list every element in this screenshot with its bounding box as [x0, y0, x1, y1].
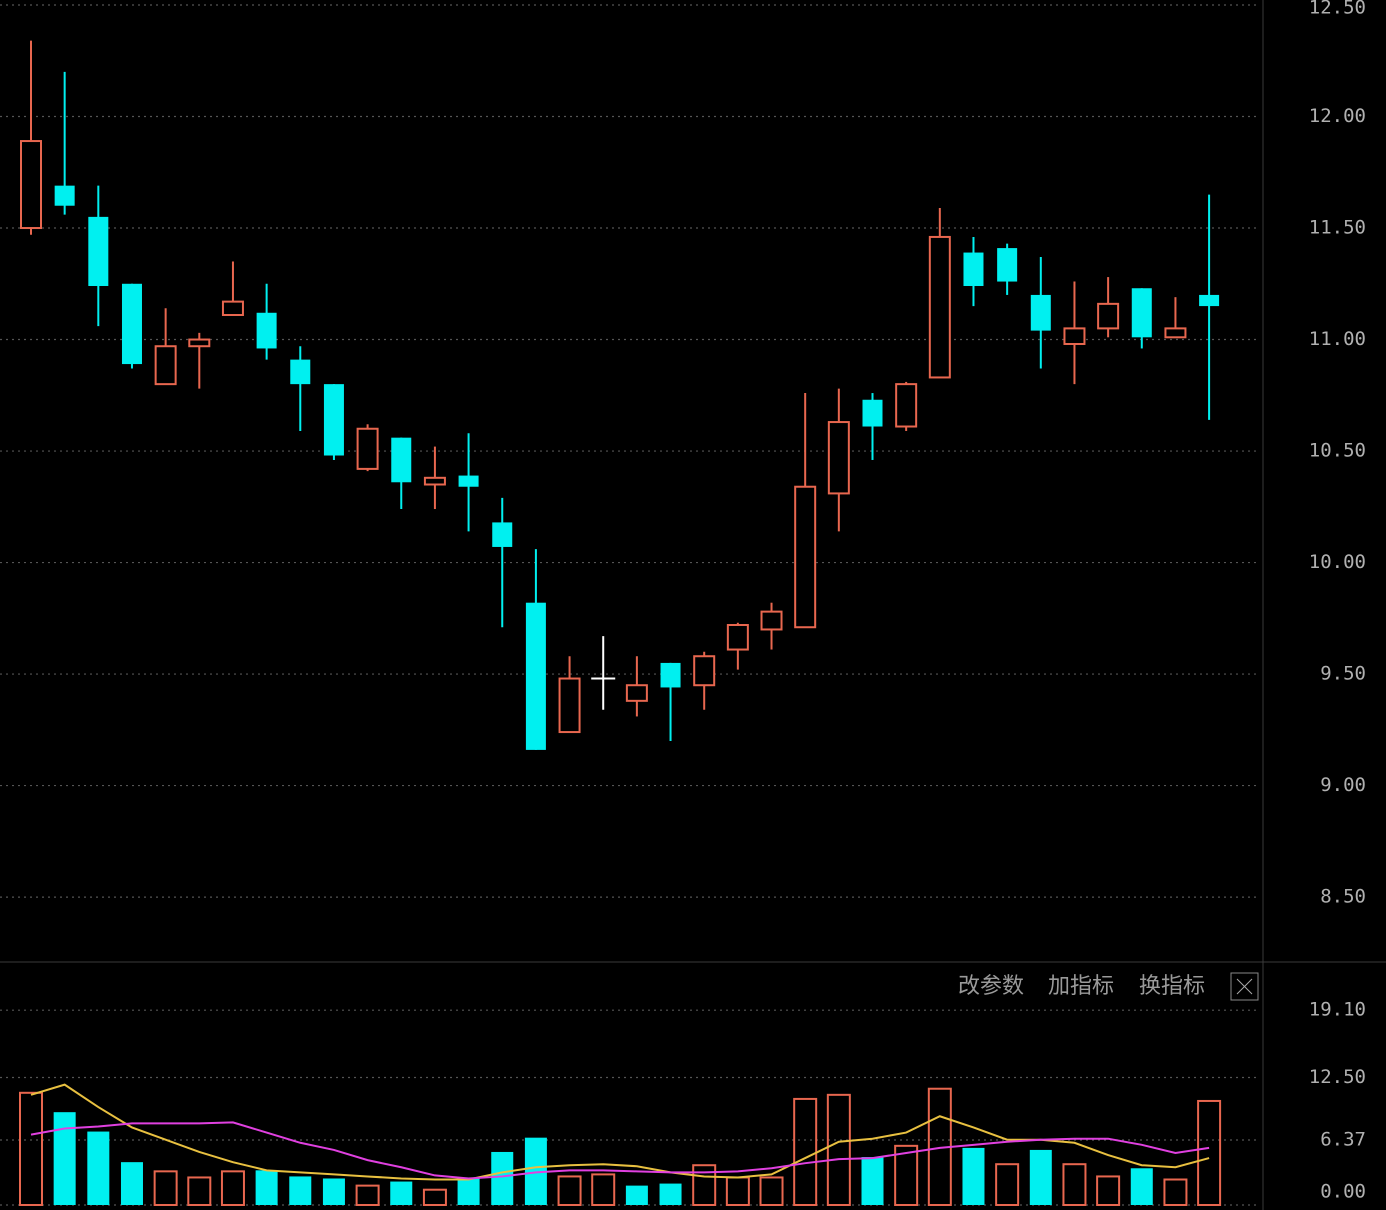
y-tick-label: 0.00 [1320, 1181, 1366, 1203]
candle-body [1030, 294, 1051, 331]
volume-bar [322, 1178, 345, 1205]
volume-bar [625, 1185, 648, 1205]
candle-body [895, 383, 918, 428]
volume-bar [692, 1164, 717, 1206]
candle-body [188, 338, 211, 348]
candle-body [391, 437, 412, 483]
volume-bar [1163, 1178, 1188, 1206]
volume-bar [390, 1181, 413, 1205]
candle-body [54, 185, 75, 206]
candle-body [356, 427, 379, 470]
candle-body [1164, 327, 1187, 339]
volume-bar [187, 1176, 212, 1206]
volume-bar [457, 1177, 480, 1205]
volume-bar [1197, 1099, 1222, 1206]
volume-bar [894, 1144, 919, 1206]
volume-bar [120, 1162, 143, 1205]
candle-body [1131, 288, 1152, 338]
candle-body [1199, 294, 1220, 307]
y-tick-label: 10.50 [1309, 440, 1366, 462]
candle-body [221, 300, 244, 317]
candle-body [458, 475, 479, 487]
candle-body [997, 248, 1018, 282]
candle-body [423, 476, 446, 486]
volume-bar [220, 1170, 245, 1206]
y-tick-label: 11.00 [1309, 328, 1366, 350]
volume-bar [725, 1176, 750, 1206]
toolbar-button[interactable]: 换指标 [1139, 974, 1205, 999]
moving-average-line [30, 1121, 1210, 1180]
volume-bar [759, 1176, 784, 1206]
y-tick-label: 6.37 [1320, 1129, 1366, 1151]
candle-body [726, 624, 749, 651]
candle-body [827, 421, 850, 495]
candle-body [525, 602, 546, 750]
candle-body [625, 684, 648, 702]
volume-bar [995, 1163, 1020, 1206]
volume-bar [1029, 1149, 1052, 1205]
volume-bar [491, 1151, 514, 1205]
volume-bar [659, 1183, 682, 1205]
volume-bar [153, 1170, 178, 1206]
y-tick-label: 10.00 [1309, 551, 1366, 573]
candle-body [256, 312, 277, 349]
volume-bar [793, 1097, 818, 1207]
y-tick-label: 12.50 [1309, 1066, 1366, 1088]
y-tick-label: 8.50 [1320, 886, 1366, 908]
volume-bar [355, 1184, 380, 1206]
toolbar-button[interactable]: 加指标 [1048, 974, 1114, 999]
y-tick-label: 12.50 [1309, 0, 1366, 19]
volume-bar [826, 1093, 851, 1206]
y-tick-label: 12.00 [1309, 105, 1366, 127]
moving-average-line [30, 1083, 1210, 1181]
volume-bar [87, 1131, 110, 1205]
volume-bar [1062, 1163, 1087, 1206]
candle-body [20, 140, 42, 230]
toolbar-button[interactable]: 改参数 [958, 974, 1024, 999]
candle-body [693, 655, 716, 687]
y-tick-label: 11.50 [1309, 217, 1366, 239]
candle-body [1097, 302, 1120, 330]
volume-bar [19, 1091, 43, 1207]
y-tick-label: 19.10 [1309, 999, 1366, 1021]
volume-bar [53, 1112, 76, 1205]
volume-bar [861, 1157, 884, 1205]
close-button[interactable] [1230, 972, 1259, 1001]
volume-bar [557, 1175, 582, 1206]
volume-bar [1096, 1175, 1121, 1206]
volume-bar [1130, 1168, 1153, 1205]
candle-body [862, 399, 883, 427]
volume-bar [255, 1170, 278, 1205]
candle-body [760, 610, 783, 631]
y-tick-label: 9.50 [1320, 663, 1366, 685]
volume-bar [591, 1173, 616, 1207]
candle-body [558, 677, 581, 734]
y-tick-label: 9.00 [1320, 774, 1366, 796]
candle-body [323, 384, 344, 456]
candle-body [660, 662, 681, 688]
volume-bar [962, 1147, 985, 1205]
candle-body [928, 235, 951, 379]
volume-bar [524, 1137, 547, 1205]
candle-body [963, 252, 984, 287]
candle-body [121, 283, 142, 365]
volume-bar [422, 1188, 447, 1206]
volume-bar [289, 1176, 312, 1205]
candle-body [154, 345, 177, 386]
candle-body [492, 522, 513, 547]
candle-body [290, 359, 311, 385]
candle-body [88, 216, 109, 287]
candle-body [794, 485, 817, 629]
candle-body [1063, 327, 1086, 345]
